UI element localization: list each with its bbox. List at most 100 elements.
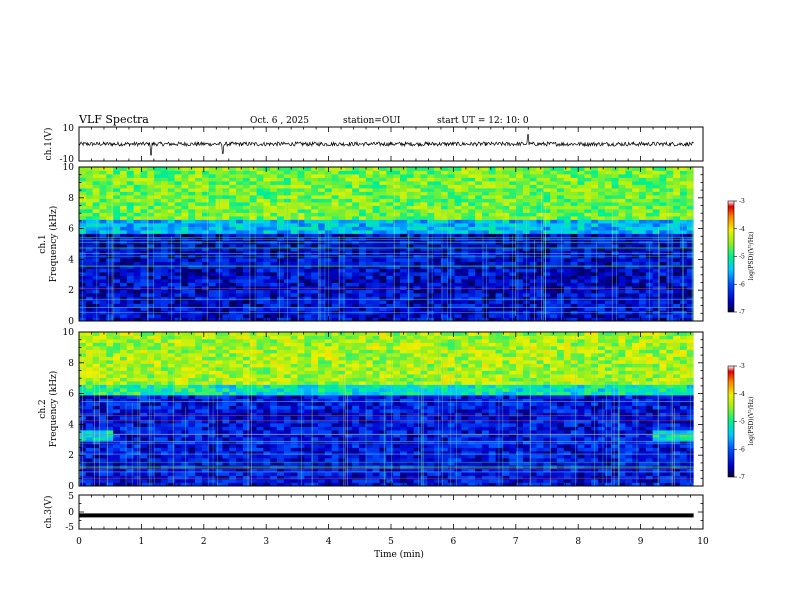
spectrogram-cell: [673, 286, 681, 290]
spectrogram-cell: [92, 454, 100, 459]
spectrogram-cell: [133, 282, 141, 287]
spectrogram-cell: [195, 191, 203, 196]
spectrogram-cell: [85, 167, 94, 171]
spectrogram-cell: [311, 300, 319, 304]
spectrogram-cell: [639, 317, 647, 322]
spectrogram-cell: [113, 258, 121, 262]
spectrogram-cell: [481, 188, 490, 192]
spectrogram-cell: [536, 198, 544, 203]
spectrogram-cell: [379, 177, 387, 182]
spectrogram-cell: [133, 170, 141, 175]
spectrogram-cell: [666, 314, 674, 318]
spectrogram-cell: [577, 265, 585, 269]
spectrogram-cell: [92, 261, 100, 266]
spectrogram-cell: [304, 261, 312, 266]
spectrogram-cell: [324, 205, 333, 210]
spectrogram-cell: [79, 268, 87, 273]
spectrogram-cell: [140, 437, 148, 441]
spectrogram-cell: [591, 279, 599, 283]
spectrogram-cell: [290, 317, 298, 322]
spectrogram-cell: [147, 356, 155, 361]
spectrogram-cell: [529, 170, 537, 175]
spectrogram-cell: [598, 188, 606, 192]
spectrogram-cell: [133, 430, 141, 434]
spectrogram-cell: [673, 272, 681, 276]
spectrogram-cell: [113, 468, 121, 473]
spectrogram-cell: [147, 216, 155, 220]
spectrogram-cell: [338, 170, 346, 175]
spectrogram-cell: [106, 367, 114, 371]
spectrogram-cell: [188, 184, 196, 189]
spectrogram-cell: [393, 219, 401, 224]
spectrogram-cell: [365, 317, 374, 322]
spectrogram-cell: [154, 454, 162, 459]
spectrogram-cell: [673, 167, 681, 171]
spectrogram-cell: [365, 233, 374, 238]
spectrogram-cell: [113, 440, 121, 445]
spectrogram-cell: [208, 216, 216, 220]
spectrogram-cell: [160, 314, 169, 318]
spectrogram-cell: [133, 433, 141, 438]
spectrogram-cell: [625, 265, 633, 269]
spectrogram-cell: [140, 349, 148, 354]
spectrogram-cell: [359, 261, 367, 266]
spectrogram-cell: [454, 205, 462, 210]
spectrogram-cell: [160, 482, 169, 487]
spectrogram-cell: [92, 174, 100, 178]
spectrogram-cell: [140, 374, 148, 378]
spectrogram-cell: [543, 202, 551, 206]
spectrogram-cell: [406, 307, 415, 311]
spectrogram-cell: [502, 261, 510, 266]
spectrogram-cell: [167, 384, 176, 389]
spectrogram-cell: [338, 307, 346, 311]
spectrogram-cell: [632, 314, 640, 318]
spectrogram-cell: [440, 188, 449, 192]
spectrogram-cell: [359, 216, 367, 220]
spectrogram-cell: [420, 188, 428, 192]
spectrogram-cell: [236, 317, 244, 322]
spectrogram-cell: [563, 167, 572, 171]
spectrogram-cell: [550, 279, 558, 283]
spectrogram-cell: [611, 279, 619, 283]
spectrogram-cell: [563, 188, 572, 192]
spectrogram-cell: [686, 303, 695, 308]
spectrogram-cell: [92, 479, 100, 483]
spectrogram-cell: [324, 261, 333, 266]
spectrogram-cell: [434, 317, 442, 322]
spectrogram-cell: [85, 174, 94, 178]
spectrogram-cell: [502, 275, 510, 280]
spectrogram-cell: [113, 437, 121, 441]
spectrogram-cell: [85, 170, 94, 175]
spectrogram-cell: [611, 303, 619, 308]
spectrogram-cell: [160, 353, 169, 357]
spectrogram-cell: [352, 212, 360, 217]
spectrogram-cell: [399, 265, 408, 269]
spectrogram-cell: [277, 212, 285, 217]
spectrogram-cell: [249, 275, 257, 280]
spectrogram-cell: [160, 374, 169, 378]
spectrogram-cell: [113, 293, 121, 297]
spectrogram-cell: [447, 230, 456, 234]
spectrogram-cell: [79, 335, 87, 340]
spectrogram-cell: [516, 247, 524, 252]
spectrogram-cell: [591, 258, 599, 262]
spectrogram-cell: [359, 205, 367, 210]
spectrogram-cell: [666, 247, 674, 252]
spectrogram-cell: [79, 332, 87, 336]
spectrogram-cell: [79, 195, 87, 199]
spectrogram-cell: [106, 430, 114, 434]
spectrogram-cell: [297, 233, 305, 238]
spectrogram-cell: [126, 353, 135, 357]
spectrogram-cell: [79, 272, 87, 276]
spectrogram-cell: [584, 209, 592, 213]
spectrogram-cell: [399, 184, 408, 189]
spectrogram-cell: [447, 170, 456, 175]
spectrogram-cell: [611, 188, 619, 192]
spectrogram-cell: [331, 174, 339, 178]
spectrogram-cell: [85, 275, 94, 280]
spectrogram-cell: [290, 272, 298, 276]
spectrogram-cell: [618, 184, 626, 189]
spectrogram-cell: [352, 219, 360, 224]
spectrogram-cell: [99, 303, 107, 308]
spectrogram-cell: [475, 251, 483, 255]
